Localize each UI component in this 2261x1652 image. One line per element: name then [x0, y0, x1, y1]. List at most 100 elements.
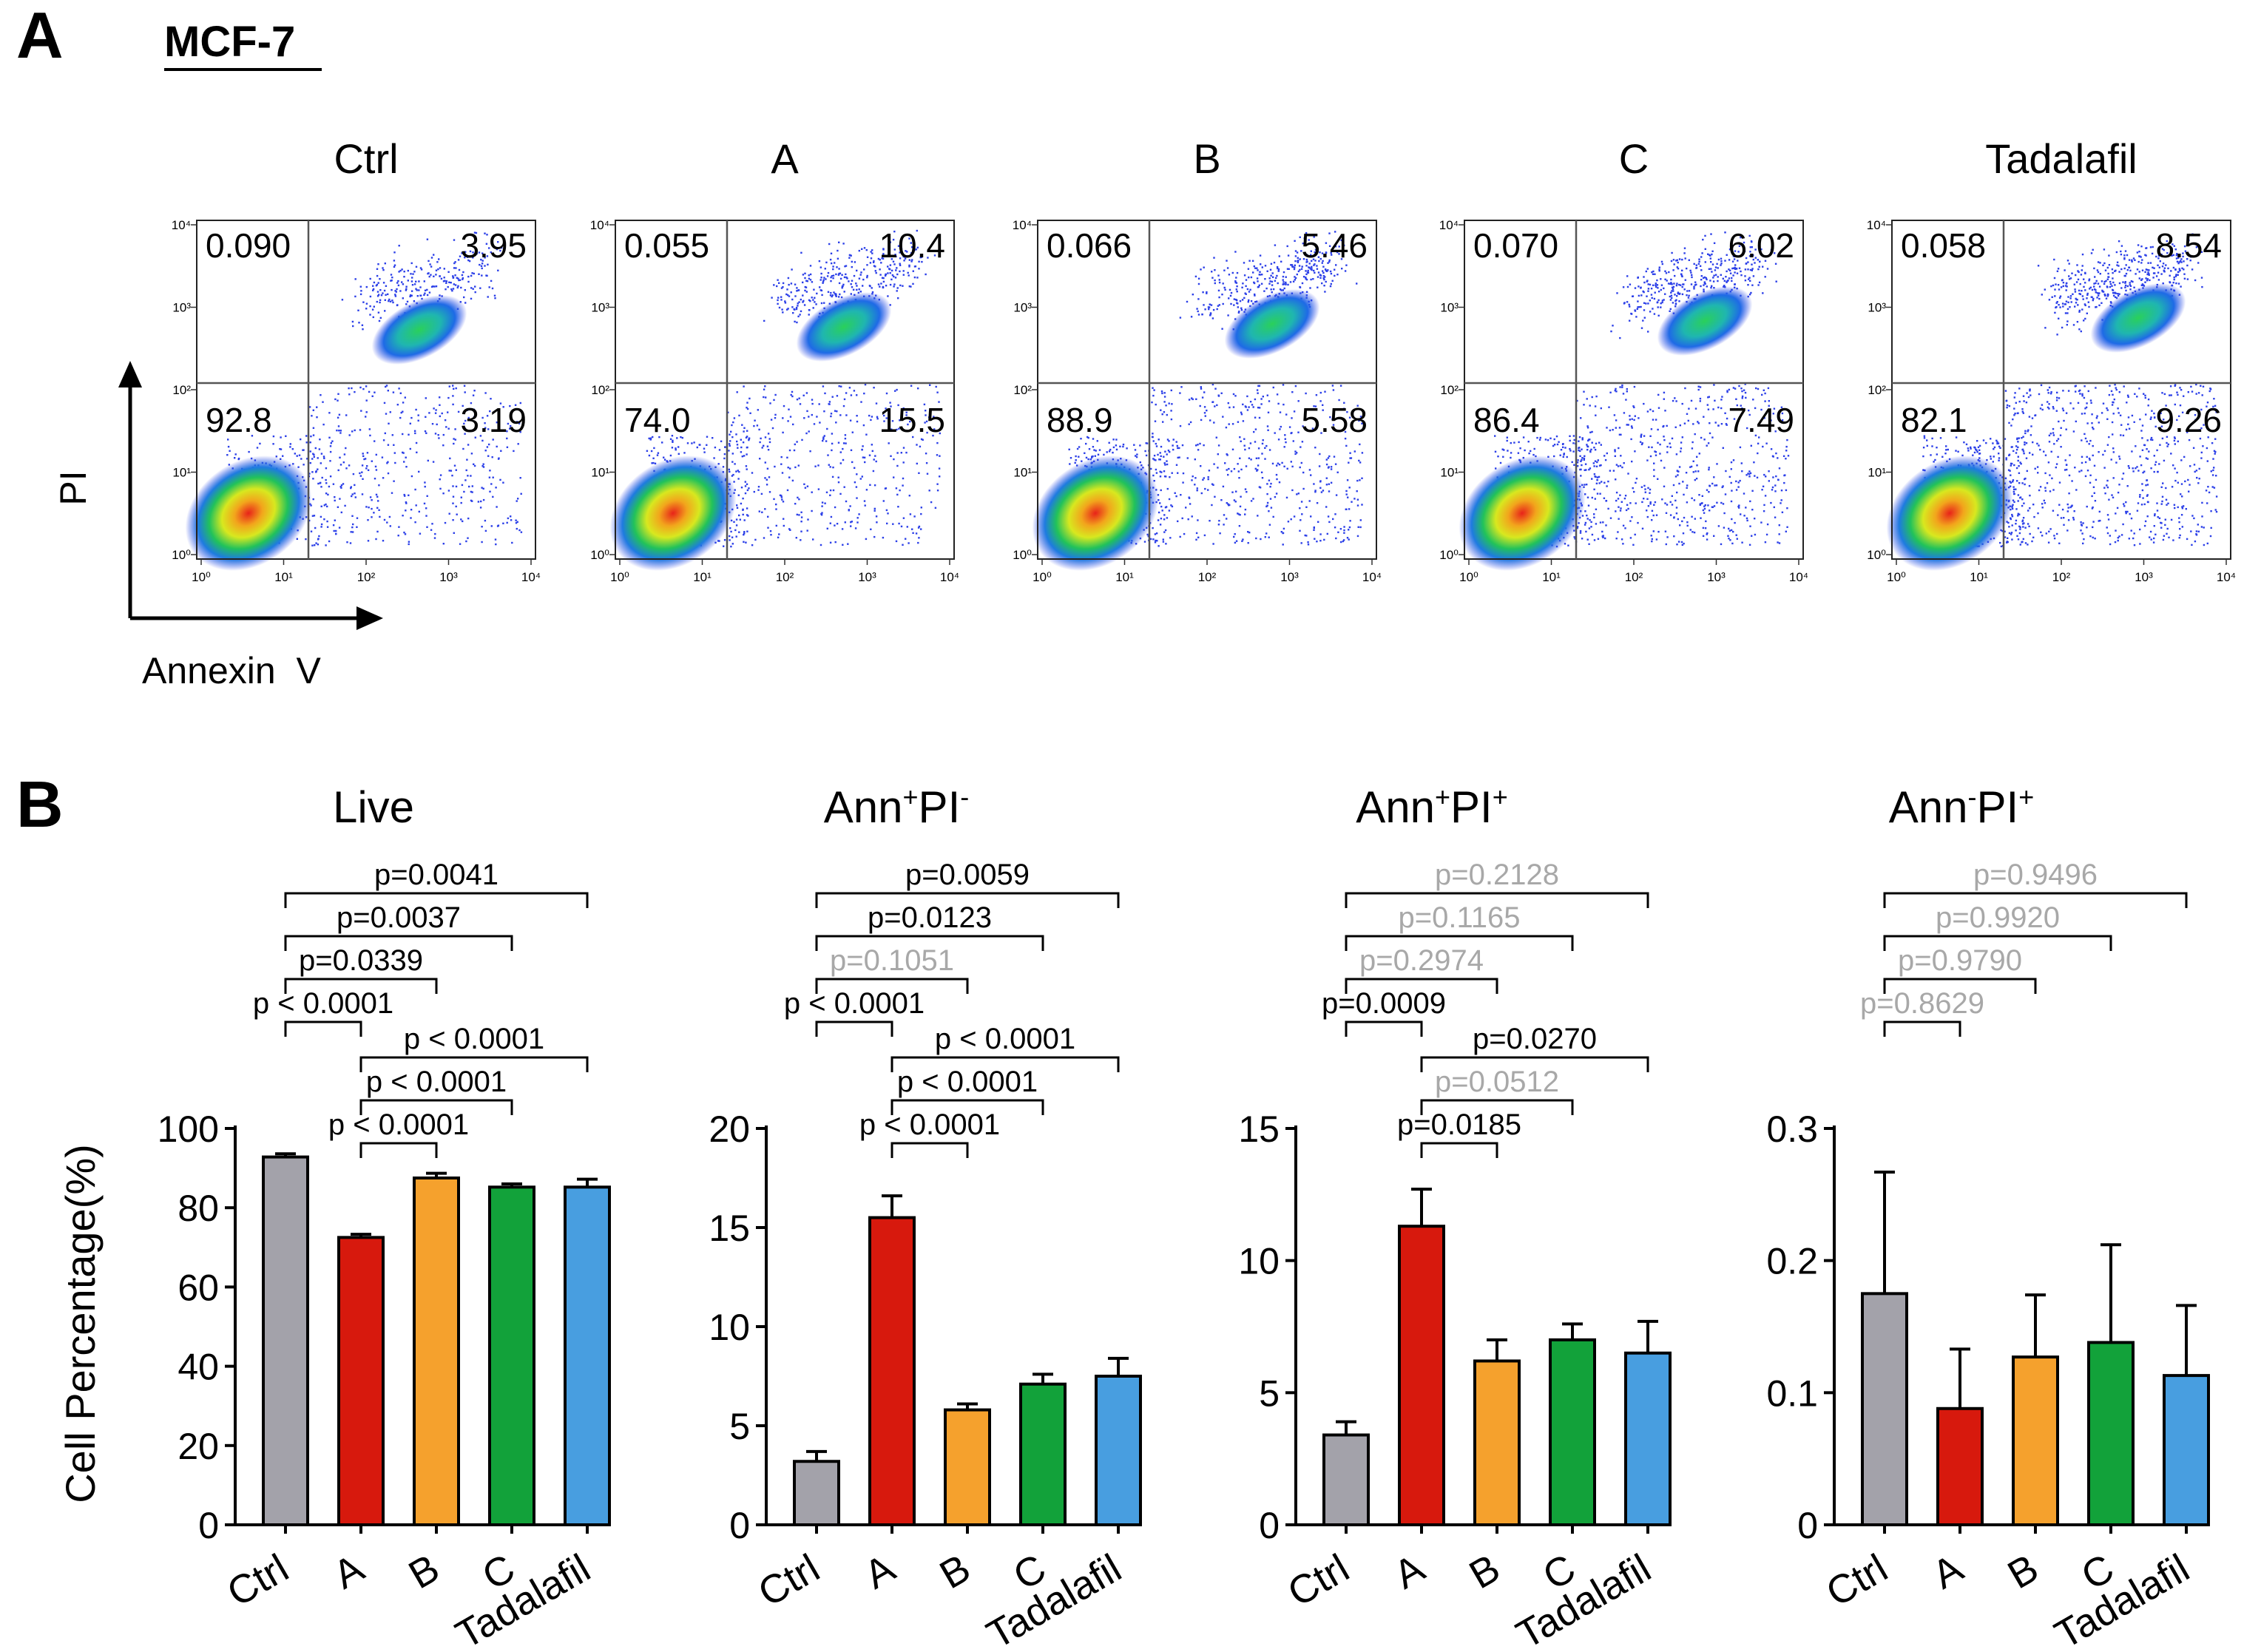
flow-event-dot: [2120, 534, 2123, 536]
flow-event-dot: [802, 301, 804, 303]
flow-event-dot: [1621, 466, 1623, 469]
flow-event-dot: [1282, 289, 1284, 291]
flow-event-dot: [2138, 387, 2140, 390]
flow-event-dot: [402, 433, 404, 436]
flow-event-dot: [1572, 442, 1575, 444]
flow-event-dot: [1651, 538, 1653, 541]
flow-event-dot: [1182, 472, 1185, 475]
flow-event-dot: [1685, 472, 1688, 474]
flow-event-dot: [1624, 527, 1626, 529]
flow-event-dot: [1760, 253, 1763, 255]
flow-event-dot: [516, 500, 518, 502]
flow-event-dot: [1651, 446, 1653, 449]
flow-event-dot: [1330, 466, 1333, 468]
flow-event-dot: [1081, 460, 1083, 462]
flow-event-dot: [1578, 436, 1581, 439]
flow-event-dot: [1316, 268, 1319, 270]
flow-event-dot: [1707, 396, 1709, 399]
flow-event-dot: [1257, 457, 1260, 459]
flow-event-dot: [1342, 539, 1345, 541]
flow-event-dot: [2206, 447, 2208, 450]
flow-event-dot: [1576, 465, 1579, 467]
flow-y-tick-label: 10³: [1440, 301, 1459, 315]
flow-event-dot: [416, 451, 418, 453]
flow-event-dot: [2180, 493, 2182, 495]
flow-event-dot: [1736, 272, 1739, 274]
flow-event-dot: [2149, 246, 2152, 248]
flow-event-dot: [1319, 540, 1322, 542]
flow-event-dot: [1698, 260, 1700, 263]
flow-event-dot: [337, 399, 339, 402]
flow-event-dot: [333, 529, 335, 532]
flow-event-dot: [320, 486, 322, 488]
flow-event-dot: [2089, 474, 2092, 476]
flow-event-dot: [912, 270, 914, 272]
flow-event-dot: [1669, 446, 1672, 448]
flow-event-dot: [824, 268, 826, 270]
flow-event-dot: [845, 265, 848, 267]
flow-event-dot: [826, 527, 828, 529]
flow-event-dot: [1723, 285, 1726, 287]
flow-event-dot: [746, 447, 748, 449]
flow-event-dot: [455, 505, 457, 508]
flow-event-dot: [1749, 500, 1751, 503]
flow-event-dot: [899, 251, 901, 254]
flow-event-dot: [1766, 268, 1769, 270]
flow-event-dot: [829, 522, 831, 524]
flow-event-dot: [1709, 485, 1711, 487]
flow-event-dot: [1584, 493, 1586, 495]
flow-event-dot: [1615, 538, 1618, 540]
flow-event-dot: [1998, 445, 2001, 447]
flow-event-dot: [2139, 528, 2141, 531]
flow-event-dot: [1726, 424, 1728, 426]
flow-event-dot: [325, 467, 328, 470]
flow-event-dot: [1569, 435, 1571, 437]
flow-event-dot: [414, 488, 416, 491]
flow-event-dot: [731, 424, 733, 427]
flow-event-dot: [788, 528, 791, 530]
flow-event-dot: [834, 410, 837, 412]
flow-event-dot: [329, 475, 332, 478]
flow-event-dot: [1237, 512, 1239, 515]
flow-event-dot: [2036, 466, 2039, 468]
flow-event-dot: [371, 308, 374, 311]
flow-event-dot: [1748, 294, 1751, 296]
flow-event-dot: [1748, 234, 1751, 237]
flow-event-dot: [1713, 274, 1715, 277]
flow-event-dot: [1528, 452, 1530, 455]
flow-event-dot: [1700, 517, 1702, 519]
flow-event-dot: [1301, 265, 1303, 268]
flow-event-dot: [396, 404, 399, 406]
flow-event-dot: [845, 273, 847, 276]
flow-event-dot: [318, 448, 321, 450]
flow-event-dot: [1711, 263, 1714, 265]
flow-event-dot: [404, 533, 407, 535]
flow-event-dot: [473, 272, 475, 275]
flow-event-dot: [472, 257, 474, 259]
flow-event-dot: [789, 467, 791, 470]
flow-event-dot: [1163, 518, 1166, 521]
flow-event-dot: [918, 472, 920, 474]
flow-event-dot: [354, 390, 356, 393]
flow-event-dot: [1674, 274, 1676, 277]
flow-event-dot: [794, 295, 797, 297]
flow-event-dot: [1188, 497, 1191, 499]
flow-event-dot: [1277, 462, 1280, 464]
flow-event-dot: [897, 245, 900, 247]
flow-event-dot: [1717, 280, 1719, 282]
flow-event-dot: [1664, 293, 1666, 295]
flow-event-dot: [1646, 280, 1648, 282]
flow-event-dot: [796, 287, 798, 289]
flow-event-dot: [1524, 449, 1526, 452]
flow-event-dot: [884, 274, 887, 277]
flow-event-dot: [936, 483, 939, 485]
flow-event-dot: [856, 285, 858, 287]
flow-event-dot: [784, 300, 786, 302]
flow-event-dot: [1735, 534, 1737, 536]
flow-event-dot: [1591, 478, 1593, 480]
flow-event-dot: [1078, 456, 1080, 458]
flow-event-dot: [1602, 521, 1604, 524]
flow-event-dot: [2011, 515, 2014, 518]
flow-event-dot: [1260, 403, 1263, 405]
flow-event-dot: [1612, 470, 1615, 472]
